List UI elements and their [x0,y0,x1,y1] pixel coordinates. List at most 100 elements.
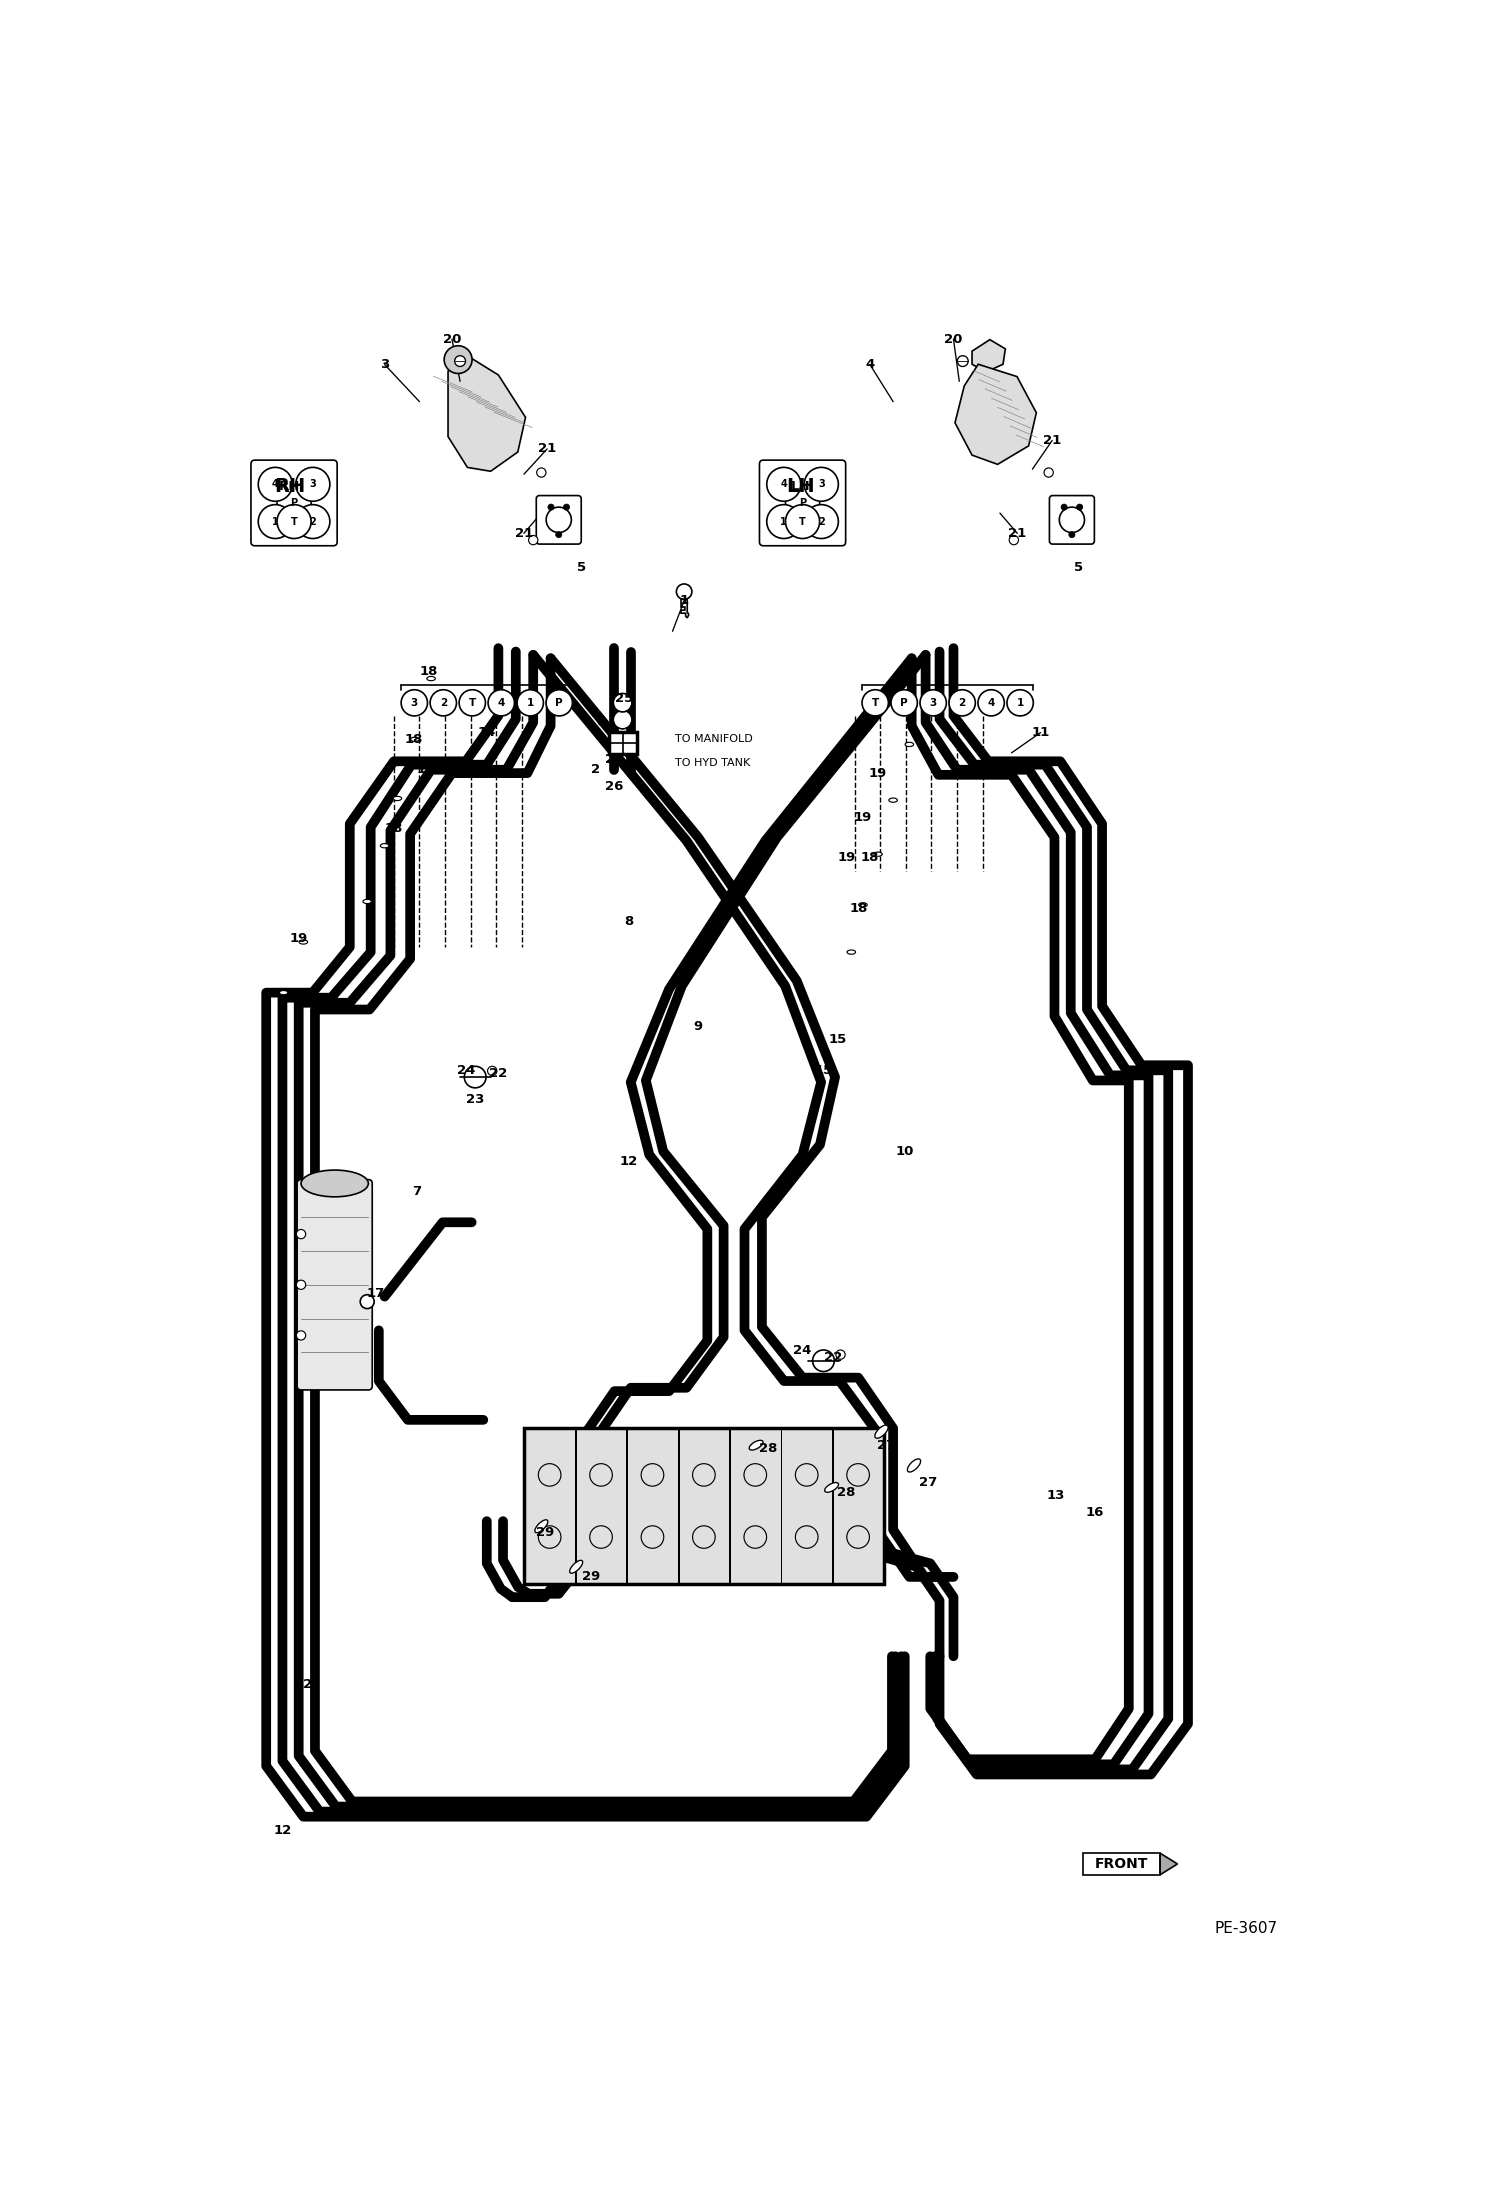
Text: 8: 8 [623,914,634,928]
Text: 20: 20 [443,333,461,346]
Circle shape [957,355,968,366]
Circle shape [563,504,569,511]
Text: P: P [900,697,908,708]
Polygon shape [972,340,1005,373]
Text: 22: 22 [490,1068,508,1081]
Circle shape [445,346,472,373]
Text: 3: 3 [410,697,418,708]
Circle shape [804,504,839,539]
Text: 17: 17 [366,1287,385,1300]
Text: 2: 2 [818,518,825,526]
Text: 1: 1 [527,697,533,708]
Circle shape [297,1230,306,1239]
Text: 18: 18 [419,664,437,678]
Circle shape [978,691,1004,715]
Text: 1: 1 [273,518,279,526]
Ellipse shape [392,796,401,800]
Text: 25: 25 [605,752,623,765]
Circle shape [1010,535,1019,544]
Circle shape [488,691,514,715]
Text: 12: 12 [619,1156,638,1169]
Circle shape [360,1294,374,1309]
Circle shape [258,504,292,539]
Text: 16: 16 [1086,1507,1104,1520]
Circle shape [430,691,457,715]
Text: 9: 9 [694,1020,703,1033]
Text: 13: 13 [1047,1489,1065,1502]
Text: 3: 3 [930,697,936,708]
Ellipse shape [888,798,897,803]
Circle shape [785,487,819,520]
Text: T: T [291,518,298,526]
Text: 2: 2 [959,697,966,708]
Circle shape [401,691,427,715]
Circle shape [920,691,947,715]
FancyBboxPatch shape [782,1428,831,1583]
Text: LH: LH [786,476,815,496]
Text: 4: 4 [497,697,505,708]
Text: PE-3607: PE-3607 [1215,1921,1278,1936]
Circle shape [547,691,572,715]
Circle shape [613,711,632,728]
Circle shape [804,467,839,502]
Text: 3: 3 [818,480,825,489]
Circle shape [1061,504,1067,511]
Text: 2: 2 [310,518,316,526]
FancyBboxPatch shape [608,732,637,754]
Text: 7: 7 [412,1186,421,1197]
Text: 26: 26 [605,781,623,794]
Ellipse shape [858,904,867,908]
Text: T: T [798,518,806,526]
Circle shape [295,467,330,502]
Text: 4: 4 [780,480,786,489]
Circle shape [1077,504,1083,511]
Ellipse shape [301,1171,369,1197]
Text: 19: 19 [869,768,887,781]
Text: 5: 5 [577,561,587,575]
Text: 20: 20 [944,333,963,346]
Circle shape [785,504,819,539]
Text: TO MANIFOLD: TO MANIFOLD [674,735,752,743]
Text: 28: 28 [758,1443,777,1456]
Ellipse shape [875,1425,888,1439]
Text: 25: 25 [614,693,632,706]
Text: 29: 29 [536,1526,554,1539]
Text: 28: 28 [837,1487,855,1500]
Text: FRONT: FRONT [1095,1857,1147,1871]
Ellipse shape [363,899,372,904]
Circle shape [1007,691,1034,715]
Text: 12: 12 [294,1678,313,1691]
FancyBboxPatch shape [730,1428,780,1583]
FancyBboxPatch shape [536,496,581,544]
Ellipse shape [873,853,882,855]
Text: 19: 19 [289,932,307,945]
Text: 1: 1 [680,594,689,607]
Text: 2: 2 [440,697,446,708]
Text: 19: 19 [837,851,855,864]
Text: P: P [798,498,806,509]
Ellipse shape [300,941,307,945]
FancyBboxPatch shape [1083,1853,1159,1875]
Text: 21: 21 [515,526,533,539]
FancyBboxPatch shape [833,1428,884,1583]
Ellipse shape [824,1482,839,1491]
Text: 21: 21 [538,443,556,456]
Ellipse shape [749,1441,762,1450]
Text: 27: 27 [918,1476,938,1489]
Polygon shape [956,364,1037,465]
Text: T: T [872,697,879,708]
FancyBboxPatch shape [524,1428,575,1583]
Circle shape [536,467,545,478]
Ellipse shape [279,991,288,996]
Circle shape [950,691,975,715]
Ellipse shape [410,737,419,741]
FancyBboxPatch shape [1050,496,1095,544]
Text: 15: 15 [815,1064,833,1077]
Text: 4: 4 [866,357,875,371]
Text: TO HYD TANK: TO HYD TANK [674,759,750,768]
Ellipse shape [908,1458,921,1472]
Text: 22: 22 [824,1351,842,1364]
Circle shape [297,1331,306,1340]
Circle shape [1044,467,1053,478]
Text: 3: 3 [310,480,316,489]
